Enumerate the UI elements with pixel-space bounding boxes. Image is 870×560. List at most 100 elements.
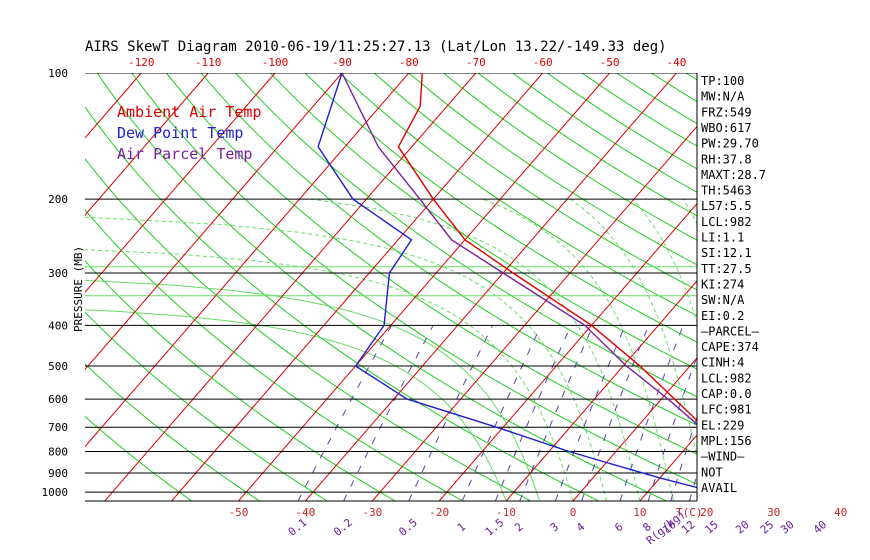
chart-title: AIRS SkewT Diagram 2010-06-19/11:25:27.1… (85, 39, 667, 55)
stat-item: AVAIL (701, 481, 737, 495)
bottom-temp-tick-label: 30 (767, 506, 780, 519)
stat-item: KI:274 (701, 277, 744, 291)
mixing-ratio-label: 0.2 (331, 516, 355, 539)
mixing-ratio-label: 2 (512, 520, 525, 534)
series-line-dew-point-temp (317, 73, 697, 489)
top-temperature-axis: -120 -110 -100 -90 -80 -70 -60 -50 -40 (128, 56, 686, 69)
bottom-temp-tick-label: -20 (429, 506, 449, 519)
isotherm (0, 73, 7, 501)
series-layer (317, 73, 697, 489)
dry-adiabat (85, 415, 192, 501)
mixing-ratio-label: 20 (733, 518, 752, 536)
bottom-temperature-axis: -50 -40 -30 -20 -10 0 10 20 30 40 T(C) (229, 506, 848, 519)
stat-item: PW:29.70 (701, 137, 759, 151)
stat-item: LCL:982 (701, 215, 752, 229)
bottom-temp-tick-label: 10 (633, 506, 646, 519)
mixing-ratio-line (768, 325, 815, 501)
stat-item: —WIND— (701, 450, 745, 464)
bottom-temp-tick-label: -50 (229, 506, 249, 519)
isotherm (85, 73, 276, 293)
y-axis-label: PRESSURE (MB) (72, 246, 85, 332)
isotherm (85, 73, 343, 371)
stat-item: SW:N/A (701, 293, 745, 307)
stat-item: MPL:156 (701, 434, 752, 448)
bottom-temp-tick-label: -10 (496, 506, 516, 519)
dry-adiabat (85, 209, 464, 501)
bottom-temp-tick-label: 20 (700, 506, 713, 519)
isotherm (505, 280, 697, 501)
stat-item: LI:1.1 (701, 231, 744, 245)
dry-adiabat (85, 363, 260, 501)
stat-item: NOT (701, 465, 723, 479)
bottom-temp-tick-label: 0 (570, 506, 577, 519)
stat-item: MAXT:28.7 (701, 168, 766, 182)
dry-adiabat (131, 73, 697, 485)
stat-item: LCL:982 (701, 371, 752, 385)
top-temp-tick-label: -110 (195, 56, 222, 69)
stat-item: EI:0.2 (701, 309, 744, 323)
mixing-ratio-line (670, 415, 697, 501)
stat-item: FRZ:549 (701, 105, 752, 119)
dry-adiabat (85, 157, 532, 501)
bottom-temp-unit: T(C) (676, 506, 703, 519)
grid-layer (0, 73, 870, 501)
dry-adiabat (859, 73, 870, 501)
isotherm (171, 73, 544, 501)
legend-entry: Ambient Air Temp (117, 103, 262, 121)
top-temp-tick-label: -40 (667, 56, 687, 69)
mixing-ratio-line (554, 325, 626, 501)
mixing-ratio-label: 1 (455, 520, 468, 534)
dry-adiabat (824, 73, 870, 501)
mixing-ratio-label: 1.5 (483, 516, 507, 539)
moist-adiabat (85, 216, 607, 501)
stat-item: EL:229 (701, 418, 744, 432)
dry-adiabat (443, 73, 697, 241)
mixing-ratio-line (619, 325, 684, 501)
stat-item: SI:12.1 (701, 246, 752, 260)
mixing-ratio-label: 6 (612, 520, 625, 534)
mixing-ratio-label: 4 (574, 520, 588, 534)
mixing-ratio-label: 0.1 (286, 516, 310, 539)
pressure-tick-label: 300 (48, 267, 68, 280)
mixing-ratio-line (408, 325, 493, 501)
isotherm (438, 202, 697, 501)
mixing-ratio-line (461, 325, 542, 501)
stat-item: MW:N/A (701, 90, 745, 104)
pressure-tick-label: 100 (48, 67, 68, 80)
stat-item: CAP:0.0 (701, 387, 752, 401)
moist-adiabat (570, 198, 697, 459)
legend: Ambient Air Temp Dew Point Temp Air Parcel… (117, 103, 262, 163)
moist-adiabat (766, 199, 840, 501)
mixing-ratio-line (647, 355, 697, 501)
pressure-tick-label: 900 (48, 467, 68, 480)
stat-item: WBO:617 (701, 121, 752, 135)
mixing-ratio-line (519, 325, 594, 501)
mixing-ratio-line (822, 325, 863, 501)
dry-adiabat (200, 73, 697, 426)
isotherm (85, 73, 410, 448)
legend-entry: Dew Point Temp (117, 124, 243, 142)
mixing-ratio-label: 40 (811, 518, 830, 536)
dry-adiabat (755, 73, 870, 501)
mixing-ratio-line (494, 325, 572, 501)
dry-adiabat (85, 260, 396, 501)
pressure-tick-label: 800 (48, 446, 68, 459)
bottom-temp-tick-label: 40 (834, 506, 847, 519)
stat-item: —PARCEL— (701, 324, 760, 338)
dry-adiabat (166, 73, 697, 455)
stat-item: RH:37.8 (701, 152, 752, 166)
pressure-tick-label: 200 (48, 193, 68, 206)
stat-item: TT:27.5 (701, 262, 752, 276)
top-temp-tick-label: -80 (399, 56, 419, 69)
isotherm (85, 73, 209, 216)
mixing-ratio-label: 25 (758, 518, 777, 536)
legend-entry: Air Parcel Temp (117, 145, 252, 163)
mixing-ratio-label: 3 (548, 520, 561, 534)
dry-adiabat (339, 73, 697, 317)
moist-adiabat (85, 249, 574, 501)
isotherm (305, 73, 677, 501)
dry-adiabat (408, 73, 697, 266)
isotherm (774, 73, 870, 501)
